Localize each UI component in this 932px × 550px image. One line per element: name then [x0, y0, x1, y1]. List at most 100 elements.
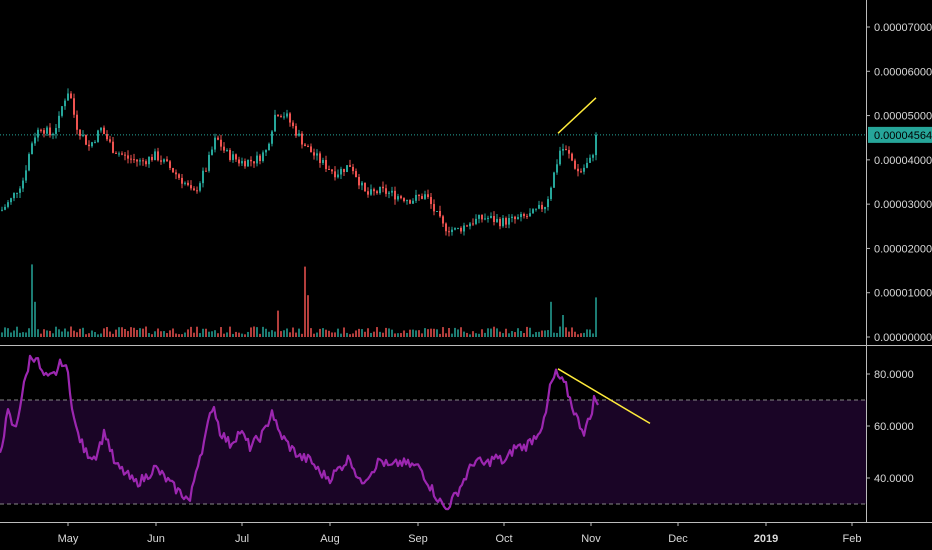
volume-bar [322, 328, 324, 337]
volume-bar [40, 333, 42, 337]
candle-body [412, 200, 414, 204]
volume-bar [283, 330, 285, 337]
candle-body [352, 166, 354, 172]
volume-bar [139, 328, 141, 337]
volume-bar [571, 327, 573, 337]
volume-bar [544, 330, 546, 337]
candle-body [205, 170, 207, 172]
volume-bar [478, 333, 480, 337]
price-trend-line[interactable] [557, 97, 597, 134]
volume-bar [295, 332, 297, 337]
candle-body [85, 134, 87, 145]
candle-body [115, 152, 117, 154]
volume-bar [307, 295, 309, 337]
candle-body [514, 216, 516, 220]
volume-bars [1, 264, 597, 337]
volume-bar [118, 327, 120, 337]
volume-bar [352, 333, 354, 337]
candle-body [511, 216, 513, 219]
candle-body [289, 113, 291, 123]
candle-body [409, 200, 411, 204]
time-axis-tick-label: Nov [581, 533, 601, 545]
candle-body [190, 185, 192, 189]
volume-bar [34, 301, 36, 337]
price-axis-tick-label: 0.00000000 [874, 332, 932, 344]
volume-bar [43, 329, 45, 337]
volume-bar [577, 334, 579, 337]
candle-body [313, 152, 315, 156]
candle-body [274, 114, 276, 132]
volume-bar [214, 330, 216, 337]
volume-bar [316, 332, 318, 337]
volume-bar [190, 326, 192, 337]
volume-bar [415, 330, 417, 337]
volume-bar [106, 326, 108, 337]
volume-bar [460, 327, 462, 337]
volume-bar [574, 331, 576, 337]
candle-body [76, 114, 78, 130]
candle-body [568, 150, 570, 154]
candle-body [421, 196, 423, 199]
volume-bar [334, 332, 336, 337]
volume-bar [178, 334, 180, 337]
price-axis-tick-label: 0.00005000 [874, 111, 932, 123]
candle-body [49, 127, 51, 136]
candle-body [397, 196, 399, 200]
volume-bar [79, 328, 81, 337]
time-axis-tick-label: Jun [147, 533, 165, 545]
candle-body [7, 202, 9, 207]
volume-bar [154, 331, 156, 337]
candle-body [406, 200, 408, 202]
candle-body [4, 206, 6, 210]
volume-bar [58, 329, 60, 337]
candle-body [124, 154, 126, 156]
volume-bar [259, 333, 261, 337]
candle-body [442, 216, 444, 224]
volume-bar [268, 331, 270, 337]
candle-body [148, 156, 150, 165]
volume-bar [490, 328, 492, 337]
volume-bar [7, 328, 9, 337]
candle-body [544, 207, 546, 210]
candle-body [331, 169, 333, 172]
candle-body [307, 146, 309, 148]
price-axis-tick-label: 0.00006000 [874, 66, 932, 78]
candle-body [358, 177, 360, 186]
volume-bar [184, 332, 186, 337]
volume-bar [169, 330, 171, 337]
candle-body [43, 130, 45, 134]
candle-body [106, 134, 108, 140]
candle-body [271, 131, 273, 144]
candle-body [46, 127, 48, 134]
volume-bar [541, 330, 543, 337]
candle-body [370, 189, 372, 195]
volume-bar [244, 334, 246, 337]
volume-bar [508, 333, 510, 337]
candle-body [61, 106, 63, 116]
volume-bar [565, 327, 567, 337]
volume-bar [505, 328, 507, 337]
candle-body [28, 154, 30, 171]
candle-body [298, 133, 300, 136]
volume-bar [205, 328, 207, 337]
volume-bar [310, 328, 312, 337]
time-axis-tick-label: Aug [320, 533, 340, 545]
volume-bar [448, 328, 450, 337]
rsi-axis-tick-label: 40.0000 [874, 473, 914, 485]
rsi-trend-line[interactable] [557, 368, 651, 425]
candle-body [517, 217, 519, 220]
price-axis-tick-label: 0.00001000 [874, 288, 932, 300]
candle-body [334, 171, 336, 178]
candle-body [550, 187, 552, 200]
volume-bar [418, 330, 420, 337]
volume-bar [241, 333, 243, 337]
candle-body [310, 146, 312, 153]
candle-body [223, 146, 225, 151]
candle-body [73, 98, 75, 115]
volume-bar [595, 297, 597, 337]
volume-bar [391, 329, 393, 337]
volume-bar [1, 332, 3, 337]
volume-bar [454, 327, 456, 337]
